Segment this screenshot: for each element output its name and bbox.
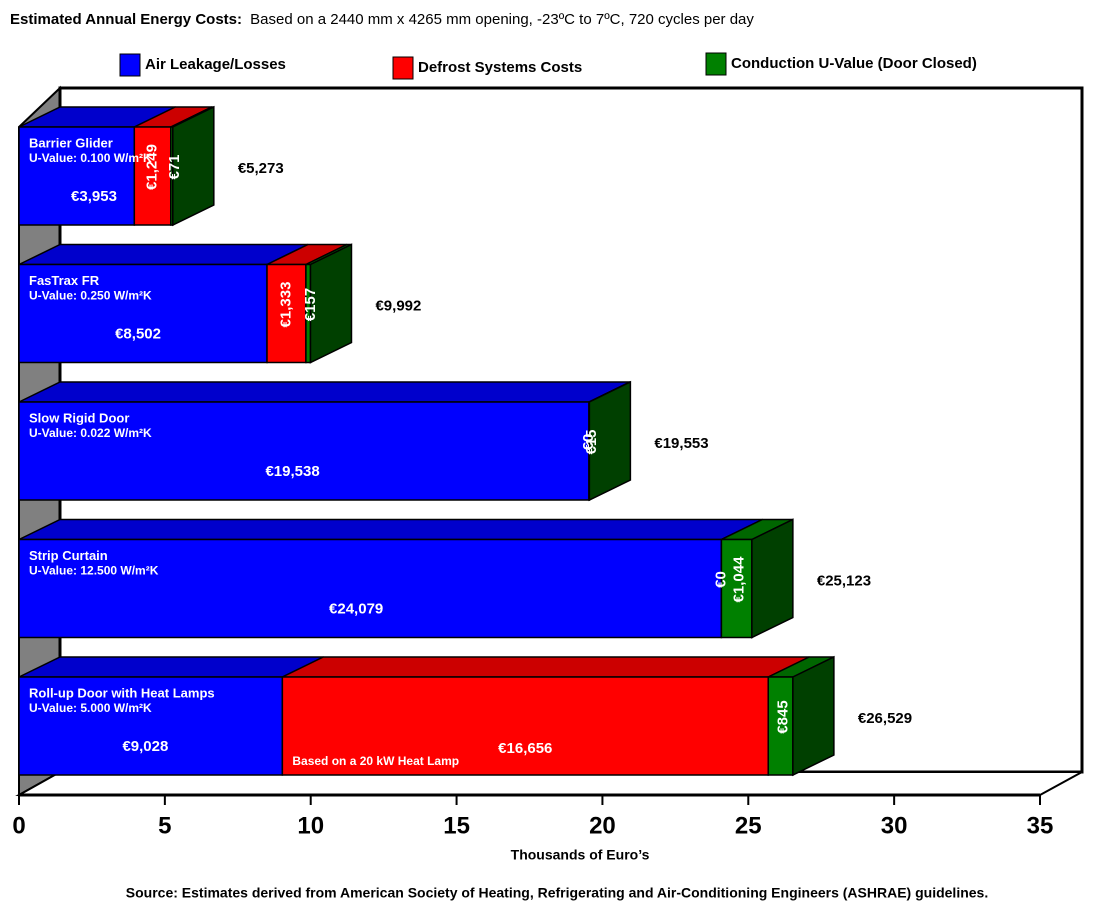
value-label: €3,953 xyxy=(71,188,117,205)
legend-label: Conduction U-Value (Door Closed) xyxy=(731,55,977,72)
category-label: Strip Curtain xyxy=(29,548,108,563)
x-tick-label: 15 xyxy=(443,812,470,839)
bar xyxy=(133,126,172,226)
title-line: Estimated Annual Energy Costs: Based on … xyxy=(10,11,754,28)
x-tick-label: 30 xyxy=(881,812,908,839)
x-tick-label: 25 xyxy=(735,812,762,839)
bar xyxy=(18,126,136,226)
category-label: Slow Rigid Door xyxy=(29,410,129,425)
total-label: €26,529 xyxy=(858,710,912,727)
bar-top xyxy=(18,381,631,403)
bar xyxy=(18,401,590,501)
legend-label: Defrost Systems Costs xyxy=(418,59,582,76)
bar-top xyxy=(18,656,324,678)
value-label: €1,333 xyxy=(277,282,294,328)
category-note: U-Value: 5.000 W/m²K xyxy=(29,701,152,715)
bar-side xyxy=(309,243,353,364)
total-label: €9,992 xyxy=(375,297,421,314)
bar xyxy=(18,538,723,639)
value-label: €0 xyxy=(712,571,729,588)
bar xyxy=(18,676,284,776)
bar-side xyxy=(751,518,794,639)
value-label: €8,502 xyxy=(115,325,161,342)
category-note: U-Value: 12.500 W/m²K xyxy=(29,564,159,578)
category-note: U-Value: 0.100 W/m²K xyxy=(29,151,152,165)
chart-title: Estimated Annual Energy Costs: xyxy=(10,11,242,28)
bar-side xyxy=(792,655,835,777)
value-label: €9,028 xyxy=(122,738,168,755)
bar-side xyxy=(172,105,215,227)
value-label: €19,538 xyxy=(265,463,319,480)
value-label: €845 xyxy=(775,700,792,733)
category-note: U-Value: 0.250 W/m²K xyxy=(29,289,152,303)
value-label: €24,079 xyxy=(329,600,383,617)
category-label: FasTrax FR xyxy=(29,273,100,288)
x-tick-label: 20 xyxy=(589,812,616,839)
value-label: €16,656 xyxy=(498,740,552,757)
legend-swatch xyxy=(119,53,141,77)
x-tick-label: 5 xyxy=(158,812,171,839)
total-label: €19,553 xyxy=(654,435,708,452)
x-axis-label: Thousands of Euro’s xyxy=(511,847,650,863)
chart-subtitle: Based on a 2440 mm x 4265 mm opening, -2… xyxy=(250,11,754,28)
annotation: Based on a 20 kW Heat Lamp xyxy=(292,754,459,768)
x-tick-label: 10 xyxy=(297,812,324,839)
value-label: €15 xyxy=(583,429,600,454)
category-label: Roll-up Door with Heat Lamps xyxy=(29,685,215,700)
legend-swatch xyxy=(392,56,414,80)
bar-top xyxy=(282,656,810,678)
value-label: €0 xyxy=(580,434,597,451)
bar xyxy=(18,263,268,364)
total-label: €25,123 xyxy=(817,572,871,589)
value-label: €1,249 xyxy=(144,144,161,190)
bar xyxy=(281,676,769,776)
legend-label: Air Leakage/Losses xyxy=(145,56,286,73)
x-tick-label: 0 xyxy=(12,812,25,839)
category-note: U-Value: 0.022 W/m²K xyxy=(29,426,152,440)
x-tick-label: 35 xyxy=(1027,812,1054,839)
total-label: €5,273 xyxy=(238,160,284,177)
value-label: €71 xyxy=(166,154,183,179)
category-label: Barrier Glider xyxy=(29,135,113,150)
value-label: €1,044 xyxy=(731,556,748,603)
bar-top xyxy=(18,518,763,541)
bar xyxy=(266,263,307,364)
legend-swatch xyxy=(705,52,727,76)
bar-top xyxy=(18,243,309,266)
bar-side xyxy=(588,380,632,502)
value-label: €157 xyxy=(302,288,319,321)
source-note: Source: Estimates derived from American … xyxy=(126,885,988,901)
